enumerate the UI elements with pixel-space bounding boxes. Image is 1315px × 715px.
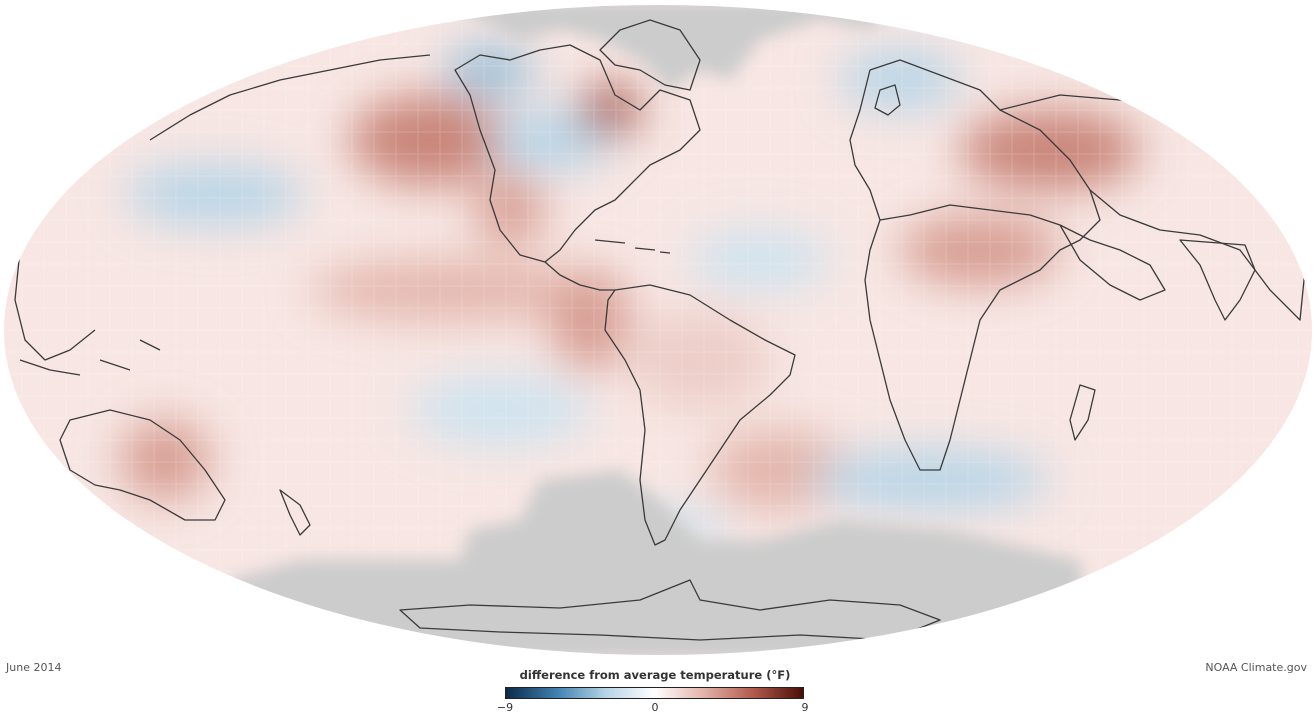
north-america-outline bbox=[454, 44, 701, 263]
anomaly-field bbox=[120, 45, 1140, 550]
legend-color-ramp bbox=[505, 687, 804, 699]
india-outline bbox=[1179, 239, 1256, 321]
legend-ticks: −9 0 9 bbox=[497, 699, 809, 714]
anomaly-region bbox=[310, 260, 590, 320]
anomaly-region bbox=[125, 165, 305, 225]
australia-outline bbox=[59, 409, 226, 521]
anomaly-region bbox=[690, 230, 830, 290]
anomaly-region bbox=[580, 85, 640, 135]
legend-min-label: −9 bbox=[496, 701, 514, 714]
new-zealand-outline bbox=[279, 489, 311, 536]
uk-outline bbox=[874, 84, 901, 116]
madagascar-outline bbox=[1069, 384, 1096, 441]
antarctica-no-data bbox=[220, 470, 1090, 656]
anomaly-region bbox=[445, 45, 535, 95]
southeast-asia-islands bbox=[19, 339, 161, 376]
anomaly-region bbox=[810, 450, 1050, 510]
anomaly-region bbox=[490, 110, 610, 170]
globe-edge bbox=[2, 3, 1314, 657]
arabia-outline bbox=[1059, 224, 1166, 301]
greenland-outline bbox=[599, 19, 701, 91]
legend-max-label: 9 bbox=[801, 701, 809, 714]
siberia-west-edge-outline bbox=[149, 54, 431, 141]
legend-title: difference from average temperature (°F) bbox=[519, 668, 791, 682]
anomaly-region bbox=[350, 95, 510, 185]
south-america-outline bbox=[604, 284, 796, 546]
arctic-no-data bbox=[440, 4, 900, 90]
world-temperature-anomaly-map bbox=[2, 3, 1314, 657]
anomaly-region bbox=[900, 215, 1060, 285]
credit-label: NOAA Climate.gov bbox=[1205, 661, 1307, 674]
anomaly-region bbox=[410, 375, 590, 445]
date-label: June 2014 bbox=[6, 661, 62, 674]
anomaly-region bbox=[960, 110, 1140, 190]
legend: difference from average temperature (°F)… bbox=[497, 668, 809, 714]
central-america-outline bbox=[544, 261, 615, 291]
anomaly-region bbox=[550, 270, 630, 370]
no-data-regions bbox=[220, 4, 1090, 656]
anomaly-region bbox=[840, 50, 960, 110]
caribbean-islands bbox=[594, 239, 671, 254]
antarctica-outline bbox=[399, 579, 941, 641]
mediterranean-coast bbox=[879, 204, 1061, 226]
anomaly-region bbox=[630, 310, 770, 410]
anomaly-region bbox=[475, 175, 545, 245]
land-outlines bbox=[14, 19, 1306, 641]
anomaly-region bbox=[710, 430, 850, 510]
legend-mid-label: 0 bbox=[651, 701, 659, 714]
anomaly-region bbox=[120, 420, 210, 500]
